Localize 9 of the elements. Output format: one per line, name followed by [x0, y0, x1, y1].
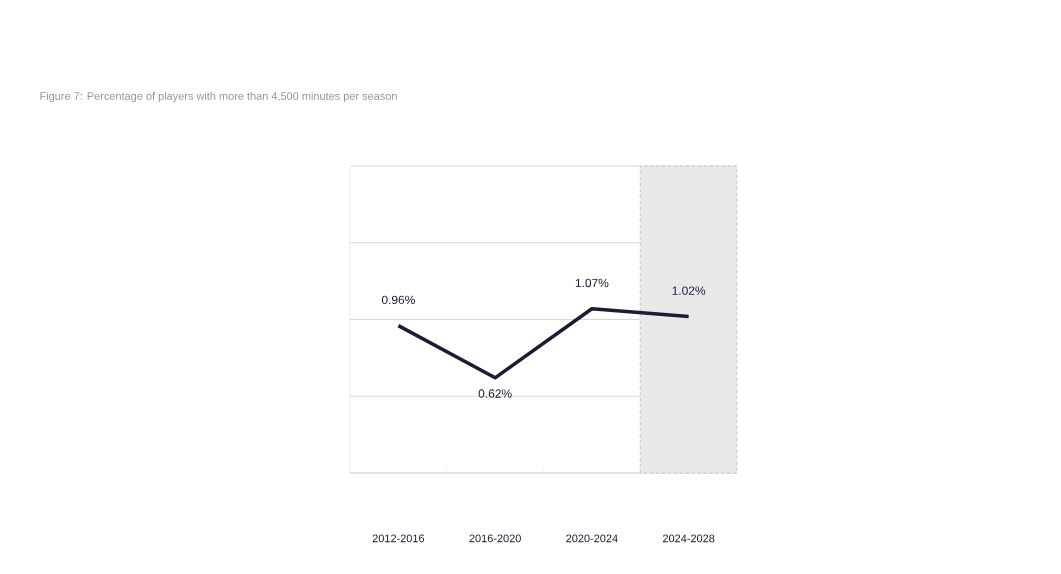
- x-tick-label: 2024-2028: [662, 534, 715, 543]
- x-tick-label: 2016-2020: [469, 534, 521, 543]
- data-label: 0.62%: [478, 389, 512, 398]
- x-tick-label: 2012-2016: [372, 534, 425, 543]
- text: Figure 7: Percentage of players with more than 4,500 minutes per season: [40, 91, 397, 103]
- data-label: 1.02%: [672, 286, 706, 295]
- data-label: 0.96%: [381, 295, 415, 305]
- x-tick-label: 2020-2024: [566, 534, 618, 543]
- data-label: 1.07%: [575, 278, 609, 288]
